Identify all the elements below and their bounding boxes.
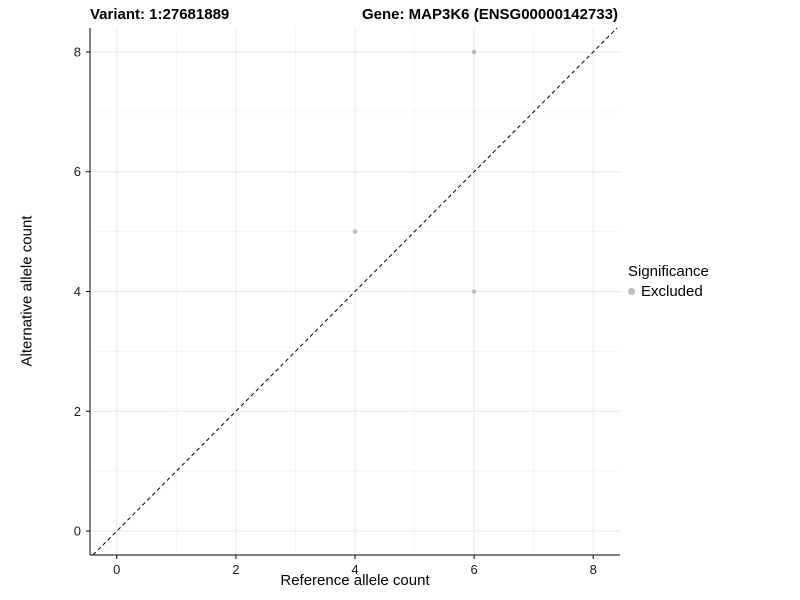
x-tick-label: 8 [590,562,597,577]
x-tick-label: 0 [113,562,120,577]
legend-title: Significance [628,263,709,280]
data-point [471,49,477,55]
y-axis-label: Alternative allele count [18,215,36,367]
x-axis-label: Reference allele count [280,572,430,589]
legend: Significance Excluded [628,263,709,300]
identity-line [92,27,618,556]
plot-title-variant: Variant: 1:27681889 [90,6,230,23]
y-tick-label: 6 [74,164,81,179]
legend-item-excluded: Excluded [628,283,709,300]
y-tick-label: 4 [74,284,81,299]
data-point [471,289,477,294]
y-tick-label: 2 [74,404,81,419]
plot-area-svg: 0 2 4 6 8 0 2 4 6 8 [74,27,620,577]
y-tick-label: 8 [74,44,81,59]
legend-item-label: Excluded [641,283,703,300]
plot-title-gene: Gene: MAP3K6 (ENSG00000142733) [362,6,618,23]
excluded-point-icon [628,288,635,295]
y-tick-label: 0 [74,524,81,539]
x-tick-label: 2 [232,562,239,577]
x-tick-label: 4 [351,562,358,577]
plot-panel: 0 2 4 6 8 0 2 4 6 8 [74,27,620,577]
data-point [352,229,358,234]
x-tick-label: 6 [470,562,477,577]
